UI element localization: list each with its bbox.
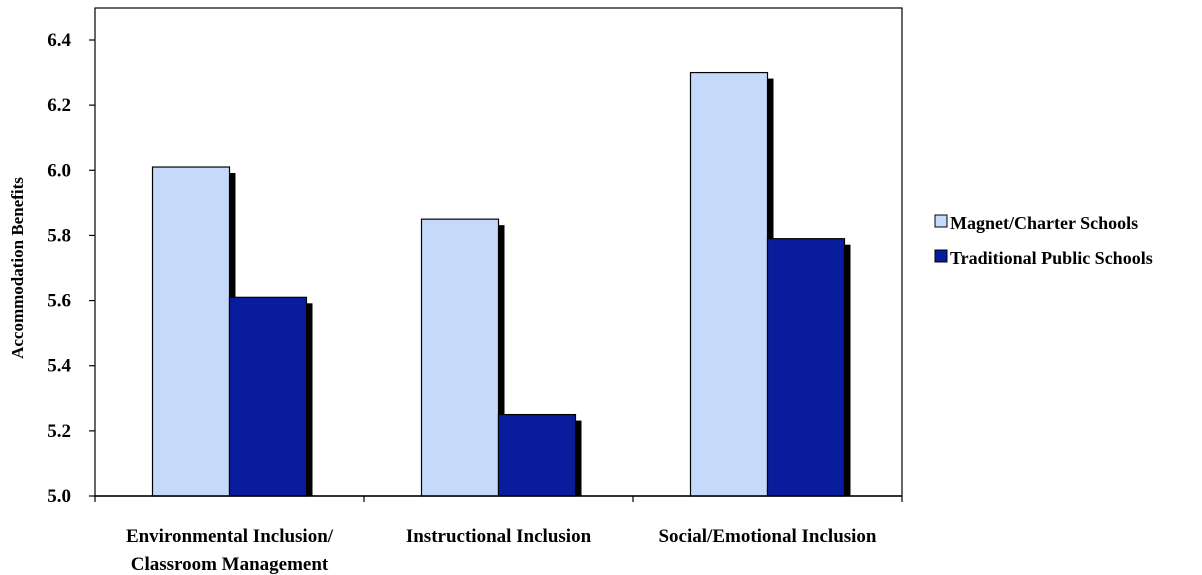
y-tick-label: 5.8: [47, 225, 71, 246]
legend-swatch: [934, 214, 948, 228]
plot-area: 5.0 5.2 5.4 5.6 5.8 6.0 6.2 6.4 Environmental In…: [47, 7, 903, 575]
legend-label: Traditional Public Schools: [950, 248, 1153, 268]
legend-swatch: [934, 249, 948, 263]
legend-label: Magnet/Charter Schools: [950, 213, 1138, 233]
x-category-label: Instructional Inclusion: [406, 526, 592, 547]
y-tick-label: 5.0: [47, 486, 71, 507]
x-category-label: Classroom Management: [131, 554, 329, 575]
legend: Magnet/Charter Schools Traditional Public…: [934, 213, 1153, 268]
bar: [689, 71, 769, 497]
y-tick-label: 5.6: [47, 291, 71, 312]
y-tick-label: 6.4: [47, 30, 71, 51]
y-tick-label: 6.0: [47, 160, 71, 181]
bar: [420, 218, 500, 497]
y-tick-label: 5.4: [47, 356, 71, 377]
bar: [497, 413, 577, 497]
x-category-label: Environmental Inclusion/: [126, 526, 334, 547]
bar: [228, 296, 308, 497]
x-category-label: Social/Emotional Inclusion: [658, 526, 876, 547]
bar: [151, 166, 231, 497]
y-axis-title: Accommodation Benefits: [8, 177, 27, 359]
y-axis-title-group: Accommodation Benefits: [8, 177, 27, 359]
bar: [766, 238, 846, 497]
y-tick-label: 6.2: [47, 95, 71, 116]
y-tick-label: 5.2: [47, 421, 71, 442]
